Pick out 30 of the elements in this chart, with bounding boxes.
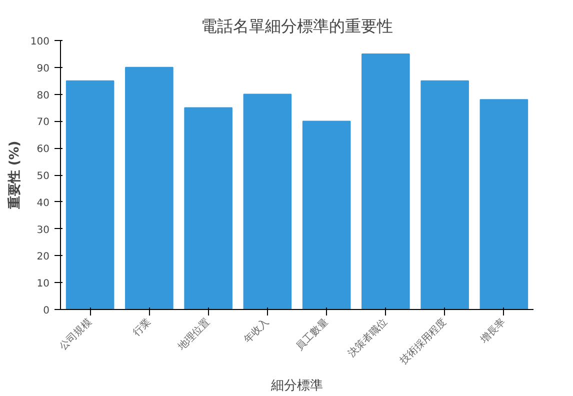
x-tick-label: 年收入 xyxy=(242,316,272,346)
bar xyxy=(184,107,232,310)
x-tick-label: 增長率 xyxy=(477,316,508,346)
y-tick-label: 80 xyxy=(36,90,50,102)
bar xyxy=(362,53,410,310)
y-axis-title: 重要性 (%) xyxy=(6,140,22,210)
y-tick-label: 40 xyxy=(36,198,50,209)
x-tick-label: 員工數量 xyxy=(294,316,330,353)
x-tick-label: 決策者職位 xyxy=(346,316,390,360)
y-tick-label: 20 xyxy=(36,252,50,263)
y-tick-label: 30 xyxy=(36,224,50,236)
x-tick-label: 地理位置 xyxy=(174,316,212,354)
x-tick-label: 公司規模 xyxy=(57,316,94,353)
x-axis-title: 細分標準 xyxy=(270,378,323,394)
bar xyxy=(243,94,292,310)
bar xyxy=(420,80,469,310)
y-tick-label: 100 xyxy=(30,36,50,48)
bar xyxy=(125,66,174,310)
bar xyxy=(302,120,351,310)
bar xyxy=(66,80,114,310)
y-tick-label: 0 xyxy=(43,306,50,316)
x-tick-label: 行業 xyxy=(130,316,154,339)
y-tick-label: 60 xyxy=(36,144,50,156)
x-tick-label: 技術採用程度 xyxy=(397,316,449,368)
y-tick-label: 50 xyxy=(36,171,50,182)
y-tick-label: 90 xyxy=(36,63,50,74)
chart-title: 電話名單細分標準的重要性 xyxy=(201,16,393,36)
bar xyxy=(480,99,528,310)
y-tick-label: 10 xyxy=(36,278,50,290)
y-tick-label: 70 xyxy=(36,117,50,128)
